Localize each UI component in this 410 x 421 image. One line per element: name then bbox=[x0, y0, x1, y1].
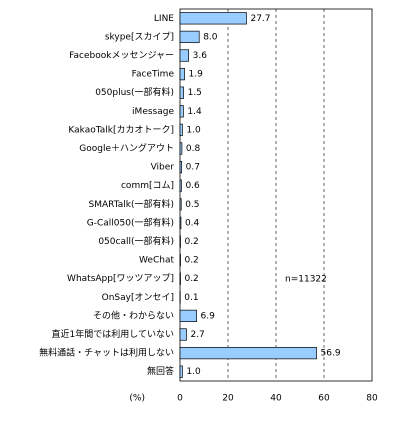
value-label: 1.4 bbox=[187, 107, 202, 117]
bar bbox=[179, 142, 183, 155]
value-label: 0.5 bbox=[185, 200, 199, 210]
y-tick-label: SMARTalk(一部有料) bbox=[89, 198, 175, 210]
y-tick-label: skype[スカイプ] bbox=[105, 31, 174, 42]
value-label: 1.0 bbox=[186, 125, 201, 135]
value-label: 0.7 bbox=[186, 163, 200, 173]
bar bbox=[179, 216, 182, 230]
value-label: 0.2 bbox=[184, 274, 198, 284]
y-tick-label: 直近1年間では利用していない bbox=[52, 328, 174, 340]
y-tick-label: FaceTime bbox=[132, 70, 175, 80]
value-label: 0.2 bbox=[184, 256, 198, 266]
x-tick-label: 40 bbox=[270, 394, 282, 404]
value-label: 0.1 bbox=[184, 293, 198, 303]
bar bbox=[179, 67, 185, 81]
value-label: 0.4 bbox=[185, 218, 200, 228]
y-tick-label: OnSay[オンセイ] bbox=[102, 292, 174, 303]
value-label: 1.9 bbox=[189, 70, 204, 80]
bar bbox=[179, 123, 183, 137]
x-tick-label: 80 bbox=[366, 394, 378, 404]
y-tick-label: 無料通話・チャットは利用しない bbox=[39, 347, 174, 359]
x-tick-label: 0 bbox=[177, 394, 183, 404]
y-tick-label: その他・わからない bbox=[93, 309, 174, 321]
bar bbox=[179, 309, 197, 323]
y-tick-label: Viber bbox=[151, 163, 175, 173]
bar bbox=[179, 179, 182, 192]
bar bbox=[179, 365, 183, 378]
y-tick-label: Facebookメッセンジャー bbox=[69, 50, 174, 61]
bar bbox=[179, 346, 317, 360]
x-tick-label: 60 bbox=[318, 394, 330, 404]
value-label: 8.0 bbox=[203, 32, 218, 42]
y-tick-label: iMessage bbox=[132, 107, 174, 117]
bar bbox=[179, 12, 247, 25]
bar bbox=[179, 160, 183, 174]
bar bbox=[179, 86, 184, 99]
value-label: 6.9 bbox=[201, 311, 216, 321]
y-tick-label: WhatsApp[ワッツアップ] bbox=[67, 273, 174, 284]
x-axis-label: (%) bbox=[129, 394, 145, 404]
value-label: 0.2 bbox=[184, 237, 198, 247]
y-tick-label: 無回答 bbox=[147, 365, 174, 377]
y-tick-label: LINE bbox=[154, 14, 174, 24]
value-label: 27.7 bbox=[250, 14, 270, 24]
y-tick-label: 050plus(一部有料) bbox=[95, 86, 174, 98]
bar bbox=[179, 328, 187, 341]
annotation: n=11322 bbox=[285, 275, 327, 285]
value-label: 56.9 bbox=[321, 349, 341, 359]
value-label: 3.6 bbox=[193, 51, 208, 61]
bar bbox=[179, 105, 184, 118]
value-label: 1.0 bbox=[186, 367, 201, 377]
bar bbox=[179, 198, 182, 211]
value-label: 0.6 bbox=[185, 181, 200, 191]
y-tick-label: comm[コム] bbox=[121, 180, 174, 191]
value-label: 1.5 bbox=[188, 88, 202, 98]
value-label: 0.8 bbox=[186, 144, 201, 154]
y-tick-label: KakaoTalk[カカオトーク] bbox=[68, 124, 174, 135]
y-tick-label: G-Call050(一部有料) bbox=[87, 216, 174, 228]
y-tick-label: WeChat bbox=[139, 256, 174, 266]
bar bbox=[179, 30, 200, 44]
value-label: 2.7 bbox=[190, 330, 204, 340]
x-tick-label: 20 bbox=[222, 394, 234, 404]
y-tick-label: 050call(一部有料) bbox=[98, 235, 174, 247]
y-tick-label: Google＋ハングアウト bbox=[79, 142, 174, 154]
bar bbox=[179, 49, 189, 62]
